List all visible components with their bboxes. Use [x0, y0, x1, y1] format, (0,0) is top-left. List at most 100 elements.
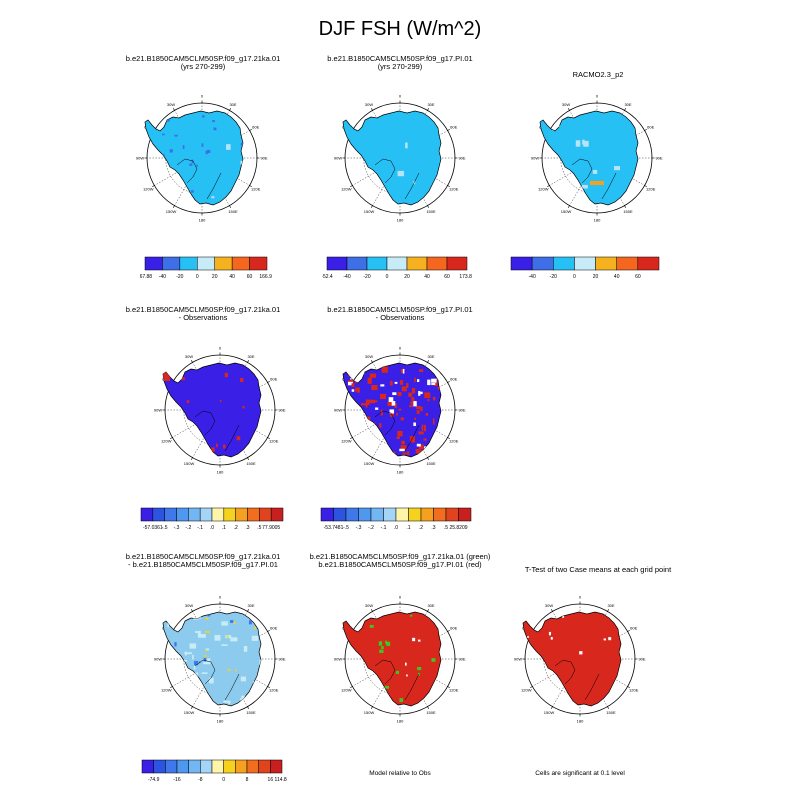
colorbar-swatch [386, 256, 408, 271]
colorbar-swatch [445, 507, 459, 522]
colorbar-swatch [162, 256, 181, 271]
colorbar-label: 173.86 [459, 274, 472, 280]
polar-map-ttest: 030E60E90E120E150E180150W120W90W60W30W [514, 595, 646, 724]
colorbar-label: 0 [573, 274, 576, 280]
longitude-label: 120W [521, 688, 532, 693]
longitude-label: 180 [397, 218, 404, 223]
panel-title-rel: b.e21.B1850CAM5CLM50SP.f09_g17.21ka.01 (… [309, 552, 491, 569]
longitude-label: 0 [596, 94, 599, 99]
colorbar-label: -.1 [381, 525, 387, 531]
colorbar-label: -.3 [356, 525, 362, 531]
longitude-label: 120E [269, 439, 279, 444]
panel-title-diff2: b.e21.B1850CAM5CLM50SP.f09_g17.PI.01- Ob… [327, 305, 473, 322]
antarctica-landmass [162, 611, 262, 707]
colorbar-swatch [553, 256, 575, 271]
longitude-label: 30E [247, 354, 254, 359]
colorbar-swatch [270, 507, 284, 522]
longitude-label: 30E [607, 603, 614, 608]
longitude-label: 180 [577, 719, 584, 724]
colorbar-label: .2 [419, 525, 423, 531]
colorbar-swatch [637, 256, 660, 271]
polar-map-casediff: 030E60E90E120E150E180150W120W90W60W30W [154, 595, 286, 724]
colorbar-swatch [188, 759, 201, 774]
colorbar-swatch [370, 507, 384, 522]
longitude-label: 0 [219, 346, 222, 351]
polar-map-rel: 030E60E90E120E150E180150W120W90W60W30W [334, 595, 466, 724]
antarctica-landmass [522, 611, 622, 707]
colorbar-swatch [259, 507, 272, 522]
longitude-label: 120W [341, 187, 352, 192]
colorbar-label: -53.7481 [324, 525, 344, 531]
antarctica-landmass [144, 110, 244, 206]
longitude-label: 30E [427, 102, 434, 107]
colorbar-swatch [510, 256, 533, 271]
colorbar-label: -.1 [197, 525, 203, 531]
longitude-label: 120E [449, 187, 459, 192]
longitude-label: 150E [246, 710, 256, 715]
colorbar-label: 40 [229, 274, 235, 280]
colorbar-swatch [408, 507, 422, 522]
colorbar-swatch [211, 759, 224, 774]
longitude-label: 150W [364, 710, 375, 715]
colorbar-label: 40 [424, 274, 430, 280]
longitude-label: 60E [450, 377, 457, 382]
colorbar-swatch [333, 507, 347, 522]
colorbar-label: -74.9 [148, 777, 160, 783]
longitude-label: 30W [167, 102, 175, 107]
colorbar-swatch [141, 759, 154, 774]
colorbar-swatch [249, 256, 268, 271]
longitude-label: 150E [426, 209, 436, 214]
colorbar-label: -52.4 [322, 274, 333, 280]
colorbar-label: -67.88 [140, 274, 152, 280]
polar-map-diff2: 030E60E90E120E150E180150W120W90W60W30W [334, 346, 466, 475]
panel-title-casediff: b.e21.B1850CAM5CLM50SP.f09_g17.21ka.01- … [125, 552, 281, 569]
longitude-label: 150W [561, 209, 572, 214]
colorbar-swatch [595, 256, 617, 271]
colorbar-swatch [433, 507, 447, 522]
longitude-label: 90W [136, 156, 144, 161]
colorbar-label: .2 [234, 525, 238, 531]
colorbar-swatch [420, 507, 434, 522]
longitude-label: 180 [397, 470, 404, 475]
colorbar-swatch [383, 507, 397, 522]
warm-anomaly [590, 181, 604, 185]
colorbar-label: 166.96 [259, 274, 272, 280]
polar-map-case2: 030E60E90E120E150E180150W120W90W60W30W [334, 94, 466, 223]
longitude-label: 60E [630, 626, 637, 631]
colorbar-diff1: -57.0361 -.5 -.3 -.2 -.1 .0 .1 .2 .3 .5 77.9005 [140, 507, 284, 531]
antarctica-landmass [162, 362, 262, 458]
longitude-label: 90E [655, 156, 662, 161]
colorbar-label: -40 [343, 274, 350, 280]
longitude-label: 150W [544, 710, 555, 715]
longitude-label: 120W [143, 187, 154, 192]
longitude-label: 150E [426, 710, 436, 715]
colorbar-label: -.5 [162, 525, 168, 531]
longitude-label: 30W [185, 603, 193, 608]
longitude-label: 0 [219, 595, 222, 600]
colorbar-label: 0 [196, 274, 199, 280]
colorbar-label: -.5 [343, 525, 349, 531]
colorbar-label: 77.9005 [262, 525, 280, 531]
longitude-label: 120E [269, 688, 279, 693]
longitude-label: 90W [154, 408, 162, 413]
colorbar-case1: -67.88 -40 -20 0 20 40 60 166.96 [140, 256, 272, 280]
colorbar-swatch [152, 507, 165, 522]
longitude-label: 150W [364, 209, 375, 214]
colorbar-obs: -40 -20 0 20 40 60 [510, 256, 660, 280]
longitude-label: 60E [270, 377, 277, 382]
longitude-label: 180 [217, 470, 224, 475]
longitude-label: 60E [647, 125, 654, 130]
colorbar-swatch [406, 256, 428, 271]
longitude-label: 120E [449, 439, 459, 444]
longitude-label: 90E [260, 156, 267, 161]
colorbar-label: .0 [210, 525, 214, 531]
colorbar-swatch [574, 256, 596, 271]
colorbar-label: -.2 [368, 525, 374, 531]
colorbar-label: 0 [222, 777, 225, 783]
longitude-label: 120E [629, 688, 639, 693]
colorbar-swatch [247, 507, 260, 522]
longitude-label: 180 [199, 218, 206, 223]
longitude-label: 0 [201, 94, 204, 99]
colorbar-label: -20 [550, 274, 557, 280]
colorbar-swatch [199, 507, 213, 522]
